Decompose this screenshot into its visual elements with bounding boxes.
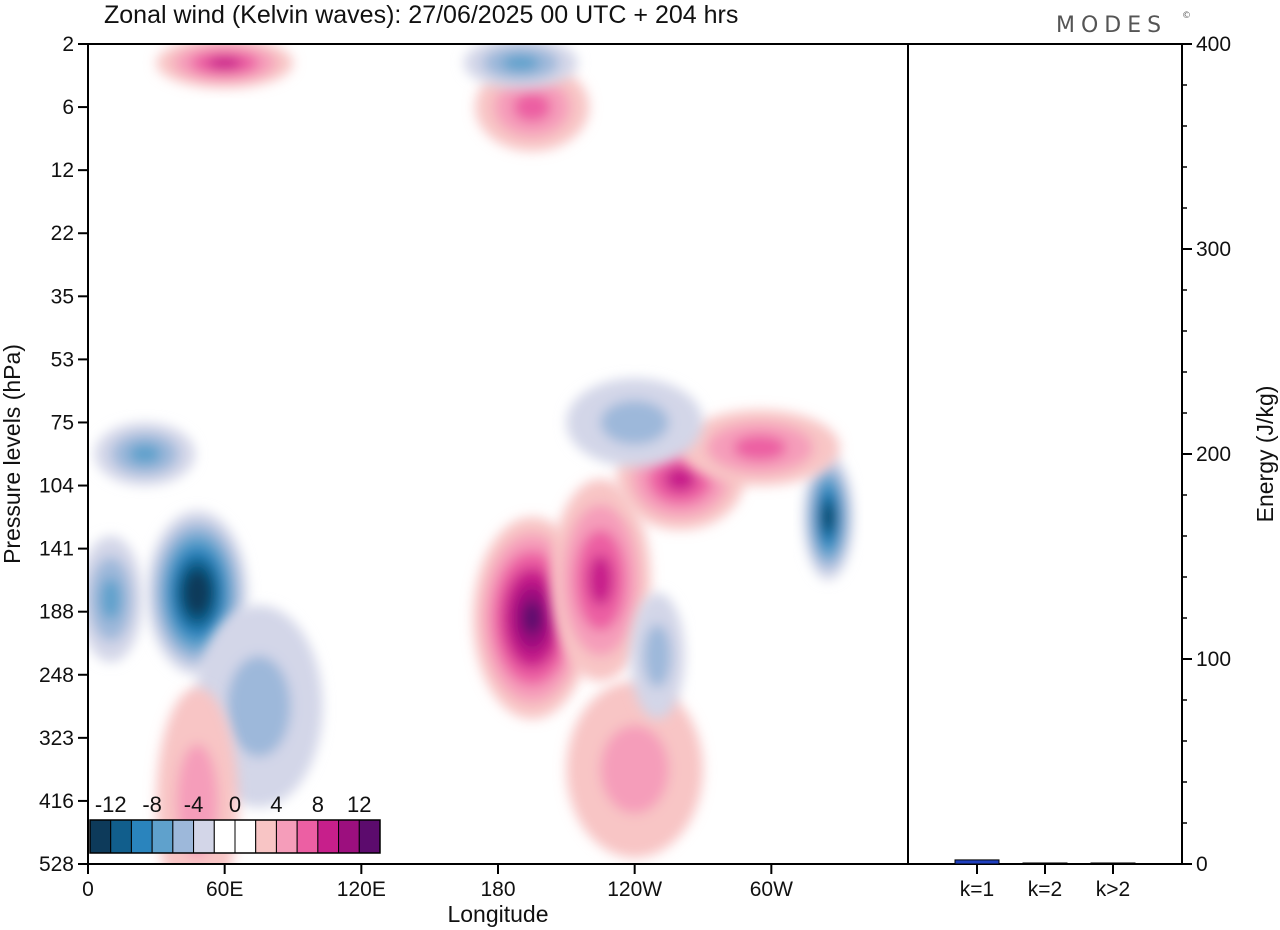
energy-tick-label: 0 — [1196, 853, 1208, 876]
colorbar-label: -12 — [95, 792, 127, 817]
colorbar-label: -4 — [184, 792, 204, 817]
y-tick-label: 528 — [39, 853, 74, 876]
contour-band — [664, 466, 697, 492]
bar-category-label: k=2 — [1028, 878, 1062, 901]
colorbar-segment — [151, 819, 174, 854]
y-tick-label: 104 — [39, 475, 74, 498]
colorbar-segment — [317, 819, 340, 854]
colorbar-segment — [89, 819, 112, 854]
colorbar-segment — [255, 819, 277, 854]
chart-title: Zonal wind (Kelvin waves): 27/06/2025 00… — [104, 1, 738, 29]
contour-band — [226, 655, 291, 757]
wind-anomaly-feature — [94, 422, 196, 486]
colorbar-label: -8 — [142, 792, 162, 817]
colorbar-label: 8 — [312, 792, 324, 817]
x-tick-label: 120W — [607, 878, 662, 901]
energy-tick-label: 400 — [1196, 33, 1231, 56]
contour-band — [100, 578, 122, 621]
colorbar-segment — [193, 819, 215, 854]
energy-tick-label: 100 — [1196, 648, 1231, 671]
energy-bar — [1090, 862, 1136, 865]
y-tick-label: 2 — [62, 33, 74, 56]
x-tick-label: 180 — [480, 878, 515, 901]
wind-anomaly-feature — [156, 44, 293, 89]
y-tick-label: 53 — [51, 348, 74, 371]
contour-band — [501, 54, 540, 72]
y-tick-label: 323 — [39, 727, 74, 750]
contour-band — [600, 400, 669, 445]
y-tick-label: 75 — [51, 411, 74, 434]
contour-band — [587, 554, 614, 606]
wind-anomaly-feature — [550, 479, 651, 682]
colorbar: -12 -8 -4 0 4 8 12 — [89, 792, 381, 854]
colorbar-segment — [234, 819, 257, 854]
energy-bars: k=1 k=2 k>2 — [954, 859, 1136, 901]
wind-anomaly-feature — [463, 44, 578, 89]
colorbar-segment — [358, 819, 381, 854]
colorbar-segment — [296, 819, 319, 854]
energy-tick-label: 300 — [1196, 238, 1231, 261]
x-tick-label: 0 — [82, 878, 94, 901]
colorbar-segment — [172, 819, 195, 854]
y-tick-label: 12 — [51, 159, 74, 182]
wind-anomaly-feature — [630, 592, 685, 719]
contour-band — [513, 92, 552, 122]
energy-axis-label: Energy (J/kg) — [1252, 386, 1278, 523]
longitude-axis: 0 60E 120E 180 120W 60W — [82, 864, 793, 901]
bar-category-label: k>2 — [1096, 878, 1130, 901]
colorbar-segment — [110, 819, 132, 854]
wind-anomaly-contours — [88, 44, 854, 864]
contour-band — [190, 581, 205, 605]
energy-bar — [1022, 862, 1068, 865]
y-tick-label: 416 — [39, 790, 74, 813]
contour-band — [600, 725, 669, 814]
y-tick-label: 188 — [39, 601, 74, 624]
colorbar-segment — [213, 819, 236, 854]
colorbar-segment — [338, 819, 360, 854]
wind-anomaly-feature — [803, 453, 854, 581]
modes-logo-mark: © — [1182, 11, 1191, 21]
contour-band — [128, 443, 162, 465]
y-tick-label: 248 — [39, 664, 74, 687]
wind-anomaly-feature — [88, 536, 143, 663]
y-tick-label: 35 — [51, 285, 74, 308]
energy-bar — [954, 859, 1000, 865]
wind-anomaly-feature — [680, 409, 840, 486]
contour-band — [522, 601, 543, 635]
bar-category-label: k=1 — [960, 878, 994, 901]
colorbar-label: 4 — [270, 792, 282, 817]
energy-axis: 0 100 200 300 400 — [1182, 33, 1231, 876]
contour-band — [207, 56, 242, 70]
y-axis-label: Pressure levels (hPa) — [0, 344, 25, 564]
colorbar-segment — [275, 819, 298, 854]
contour-band — [643, 624, 672, 688]
y-tick-label: 141 — [39, 538, 74, 561]
colorbar-segment — [130, 819, 153, 854]
energy-tick-label: 200 — [1196, 443, 1231, 466]
hovmoller-plot: 0 60E 120E 180 120W 60W 2 6 12 22 35 53 75 104 141 188… — [0, 33, 909, 927]
y-tick-label: 6 — [62, 96, 74, 119]
x-axis-label: Longitude — [447, 901, 548, 927]
energy-bar-panel: k=1 k=2 k>2 0 100 200 300 400 Energy (J/kg) — [907, 33, 1278, 901]
y-tick-label: 22 — [51, 222, 74, 245]
x-tick-label: 120E — [337, 878, 386, 901]
wind-anomaly-feature — [566, 681, 704, 858]
wind-anomaly-feature — [566, 378, 704, 467]
contour-band — [733, 435, 787, 461]
x-tick-label: 60E — [206, 878, 243, 901]
x-tick-label: 60W — [750, 878, 793, 901]
pressure-axis: 2 6 12 22 35 53 75 104 141 188 248 323 416 528 — [39, 33, 88, 876]
modes-logo: MODES — [1056, 13, 1167, 38]
colorbar-label: 12 — [347, 792, 371, 817]
colorbar-label: 0 — [229, 792, 241, 817]
contour-band — [824, 506, 833, 528]
